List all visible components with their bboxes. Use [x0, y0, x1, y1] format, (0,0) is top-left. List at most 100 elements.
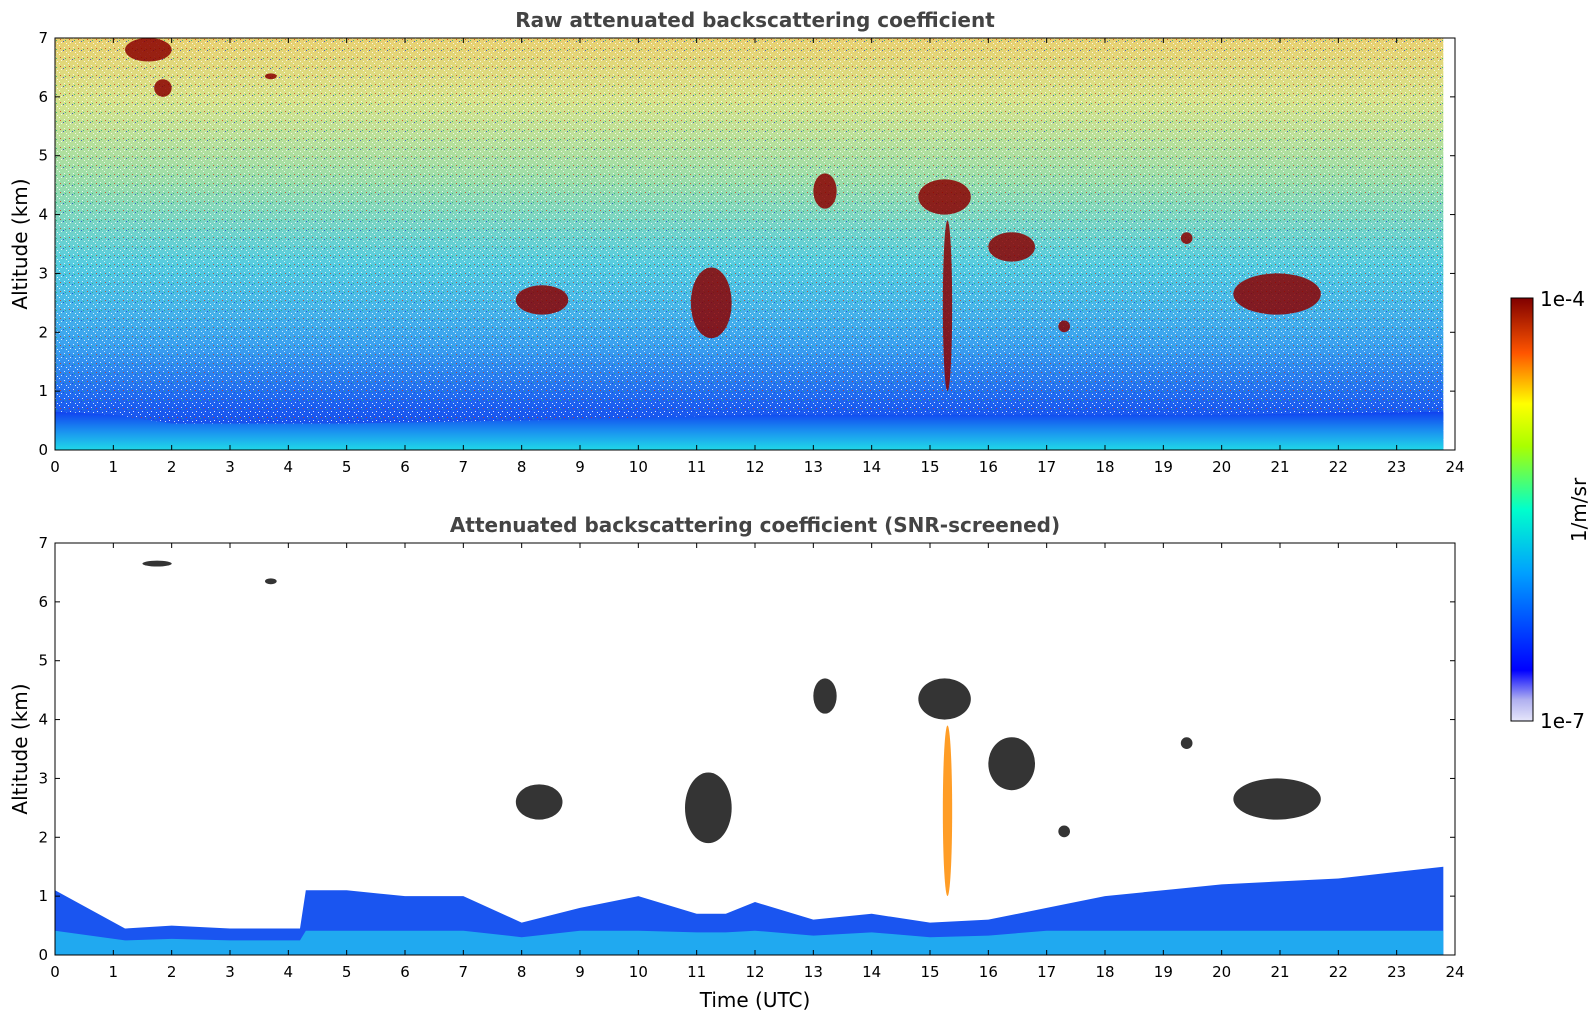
- cloud-feature: [1058, 320, 1070, 333]
- x-tick-label: 17: [1037, 963, 1056, 981]
- y-tick-label: 2: [38, 828, 48, 846]
- cloud-feature: [1233, 273, 1321, 315]
- x-tick-label: 0: [50, 963, 60, 981]
- x-tick-label: 6: [400, 458, 410, 476]
- x-tick-label: 4: [284, 963, 294, 981]
- cloud-feature: [265, 578, 277, 585]
- x-tick-label: 14: [862, 458, 881, 476]
- cloud-feature: [515, 285, 569, 315]
- cloud-feature: [154, 79, 172, 97]
- x-tick-label: 11: [687, 458, 706, 476]
- y-tick-label: 2: [38, 323, 48, 341]
- x-tick-label: 21: [1270, 458, 1289, 476]
- noise-speckle: [55, 38, 1444, 450]
- x-tick-label: 18: [1095, 963, 1114, 981]
- x-tick-label: 8: [517, 458, 527, 476]
- x-tick-label: 19: [1154, 963, 1173, 981]
- y-tick-label: 5: [38, 147, 48, 165]
- y-tick-label: 1: [38, 382, 48, 400]
- cloud-feature: [988, 232, 1035, 262]
- x-tick-label: 9: [575, 458, 585, 476]
- y-tick-label: 6: [38, 593, 48, 611]
- x-tick-label: 20: [1212, 963, 1231, 981]
- cloud-feature: [918, 678, 971, 720]
- y-tick-label: 1: [38, 887, 48, 905]
- x-tick-label: 8: [517, 963, 527, 981]
- x-tick-label: 12: [745, 963, 764, 981]
- x-tick-label: 21: [1270, 963, 1289, 981]
- cloud-feature: [1058, 825, 1070, 838]
- x-tick-label: 2: [167, 458, 177, 476]
- cloud-feature: [265, 73, 277, 80]
- x-tick-label: 16: [979, 458, 998, 476]
- cloud-feature: [813, 678, 837, 714]
- cloud-feature: [988, 737, 1035, 791]
- x-tick-label: 1: [109, 458, 119, 476]
- cloud-feature: [690, 267, 732, 339]
- x-tick-label: 5: [342, 963, 352, 981]
- cloud-feature: [918, 179, 971, 215]
- x-tick-label: 1: [109, 963, 119, 981]
- y-tick-label: 7: [38, 29, 48, 47]
- cloud-feature: [124, 38, 172, 62]
- y-tick-label: 3: [38, 769, 48, 787]
- x-axis-label: Time (UTC): [699, 988, 811, 1012]
- x-tick-label: 13: [804, 963, 823, 981]
- screened-layer-core: [55, 930, 1444, 955]
- x-tick-label: 23: [1387, 963, 1406, 981]
- x-tick-label: 13: [804, 458, 823, 476]
- y-tick-label: 4: [38, 711, 48, 729]
- x-tick-label: 3: [225, 458, 235, 476]
- x-tick-label: 3: [225, 963, 235, 981]
- x-tick-label: 6: [400, 963, 410, 981]
- boundary-layer: [55, 411, 1444, 450]
- y-tick-label: 4: [38, 206, 48, 224]
- y-tick-label: 5: [38, 652, 48, 670]
- y-axis-label: Altitude (km): [8, 178, 32, 309]
- colorbar-unit-label: 1/m/sr: [1567, 477, 1591, 542]
- y-tick-label: 0: [38, 441, 48, 459]
- x-tick-label: 24: [1445, 963, 1464, 981]
- cloud-feature: [942, 725, 953, 897]
- x-tick-label: 11: [687, 963, 706, 981]
- colorbar-gradient: [1510, 297, 1534, 722]
- y-axis-label: Altitude (km): [8, 683, 32, 814]
- chart-title: Raw attenuated backscattering coefficien…: [515, 8, 995, 32]
- x-tick-label: 5: [342, 458, 352, 476]
- plot-area: [55, 38, 1455, 450]
- x-tick-label: 10: [629, 458, 648, 476]
- cloud-feature: [685, 772, 732, 844]
- plot-area: [55, 543, 1455, 955]
- cloud-feature: [142, 560, 172, 567]
- x-tick-label: 10: [629, 963, 648, 981]
- cloud-feature: [942, 220, 953, 392]
- x-tick-label: 7: [459, 458, 469, 476]
- x-tick-label: 12: [745, 458, 764, 476]
- x-tick-label: 23: [1387, 458, 1406, 476]
- cloud-feature: [813, 173, 837, 209]
- x-tick-label: 4: [284, 458, 294, 476]
- x-tick-label: 9: [575, 963, 585, 981]
- x-tick-label: 14: [862, 963, 881, 981]
- x-tick-label: 0: [50, 458, 60, 476]
- x-tick-label: 17: [1037, 458, 1056, 476]
- x-tick-label: 24: [1445, 458, 1464, 476]
- x-tick-label: 19: [1154, 458, 1173, 476]
- x-tick-label: 7: [459, 963, 469, 981]
- x-tick-label: 16: [979, 963, 998, 981]
- cloud-feature: [1233, 778, 1321, 820]
- x-tick-label: 15: [920, 963, 939, 981]
- x-tick-label: 15: [920, 458, 939, 476]
- y-tick-label: 0: [38, 946, 48, 964]
- x-tick-label: 22: [1329, 458, 1348, 476]
- colorbar-min-label: 1e-7: [1540, 709, 1585, 733]
- y-tick-label: 7: [38, 534, 48, 552]
- x-tick-label: 2: [167, 963, 177, 981]
- chart-panel-1: 0 1 2 3 4 5 6 7 8 9 10 11 12 13 14 15 16 17 18 19 20 21 22 23 24…: [8, 8, 1465, 476]
- cloud-feature: [1180, 737, 1193, 749]
- chart-title: Attenuated backscattering coefficient (S…: [450, 513, 1060, 537]
- chart-panel-2: 0 1 2 3 4 5 6 7 8 9 10 11 12 13 14 15 16 17 18 19 20 21 22 23 24…: [8, 513, 1465, 1012]
- y-tick-label: 3: [38, 264, 48, 282]
- colorbar: 1e-4 1e-7 1/m/sr: [1510, 287, 1591, 733]
